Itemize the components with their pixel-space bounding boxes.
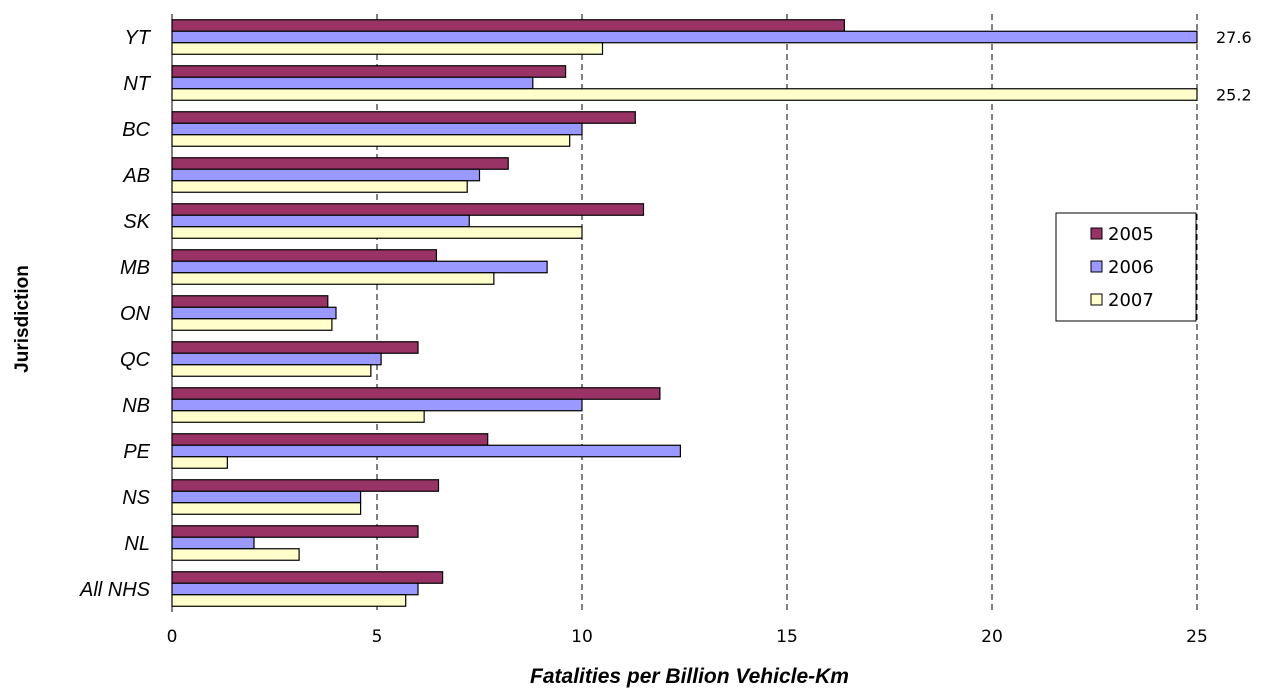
bar	[171, 76, 534, 90]
bar	[171, 42, 604, 55]
data-label: 27.6	[1216, 28, 1252, 47]
bar	[171, 88, 1198, 101]
bar	[171, 203, 645, 216]
x-tick-label: 10	[571, 627, 593, 647]
y-tick-label: AB	[122, 165, 150, 187]
bar	[171, 157, 509, 170]
legend-box	[1055, 212, 1197, 322]
y-tick-label: BC	[122, 119, 150, 141]
bar	[171, 548, 300, 561]
bar	[171, 30, 1198, 44]
data-label: 25.2	[1216, 86, 1252, 105]
legend-swatch	[1090, 260, 1103, 273]
bar	[171, 180, 468, 193]
data-labels: 27.6 25.2	[1216, 28, 1252, 105]
y-axis-title: Jurisdiction	[12, 265, 33, 373]
bar	[171, 249, 438, 262]
bar	[171, 398, 583, 412]
bar	[171, 318, 333, 331]
legend: 2005 2006 2007	[1055, 212, 1197, 322]
y-tick-label: NS	[122, 487, 150, 509]
bar	[171, 387, 661, 400]
bar	[171, 134, 571, 147]
bar	[171, 456, 228, 469]
bar	[171, 525, 419, 538]
x-tick-label: 25	[1186, 627, 1208, 647]
bar	[171, 490, 362, 504]
y-tick-label: PE	[123, 441, 150, 463]
bar	[171, 272, 495, 285]
bar	[171, 214, 470, 228]
bar	[171, 168, 481, 182]
legend-swatch	[1090, 227, 1103, 240]
bar	[171, 295, 329, 308]
legend-label: 2007	[1108, 290, 1154, 311]
bar	[171, 582, 419, 596]
bar	[171, 444, 681, 458]
y-tick-label: YT	[124, 27, 151, 49]
bar	[171, 594, 407, 607]
y-tick-label: All NHS	[79, 579, 151, 601]
x-tick-label: 5	[372, 627, 383, 647]
bar	[171, 341, 419, 354]
bar	[171, 306, 337, 320]
bar	[171, 536, 255, 550]
bar	[171, 111, 636, 124]
bars	[171, 19, 1198, 607]
bar	[171, 571, 444, 584]
y-tick-label: MB	[120, 257, 150, 279]
x-tick-labels: 0 5 10 15 20 25	[167, 627, 1208, 647]
bar	[171, 65, 567, 78]
y-tick-label: NB	[122, 395, 150, 417]
y-tick-labels: YT NT BC AB SK MB ON QC NB PE NS NL All NHS	[79, 27, 152, 601]
legend-swatch	[1090, 293, 1103, 306]
x-tick-label: 0	[167, 627, 178, 647]
bar	[171, 122, 583, 136]
bar	[171, 502, 362, 515]
x-tick-label: 15	[776, 627, 798, 647]
x-tick-label: 20	[981, 627, 1003, 647]
bar	[171, 364, 372, 377]
bar	[171, 410, 425, 423]
y-tick-label: NT	[123, 73, 151, 95]
legend-label: 2005	[1108, 224, 1154, 245]
y-tick-label: ON	[120, 303, 151, 325]
legend-label: 2006	[1108, 257, 1154, 278]
bar	[171, 479, 440, 492]
y-tick-label: QC	[120, 349, 151, 371]
bar	[171, 352, 382, 366]
bar	[171, 19, 846, 32]
x-axis-title: Fatalities per Billion Vehicle-Km	[530, 665, 849, 688]
bar	[171, 260, 548, 274]
bar	[171, 433, 489, 446]
y-tick-label: NL	[124, 533, 150, 555]
bar	[171, 226, 583, 239]
y-tick-label: SK	[123, 211, 151, 233]
